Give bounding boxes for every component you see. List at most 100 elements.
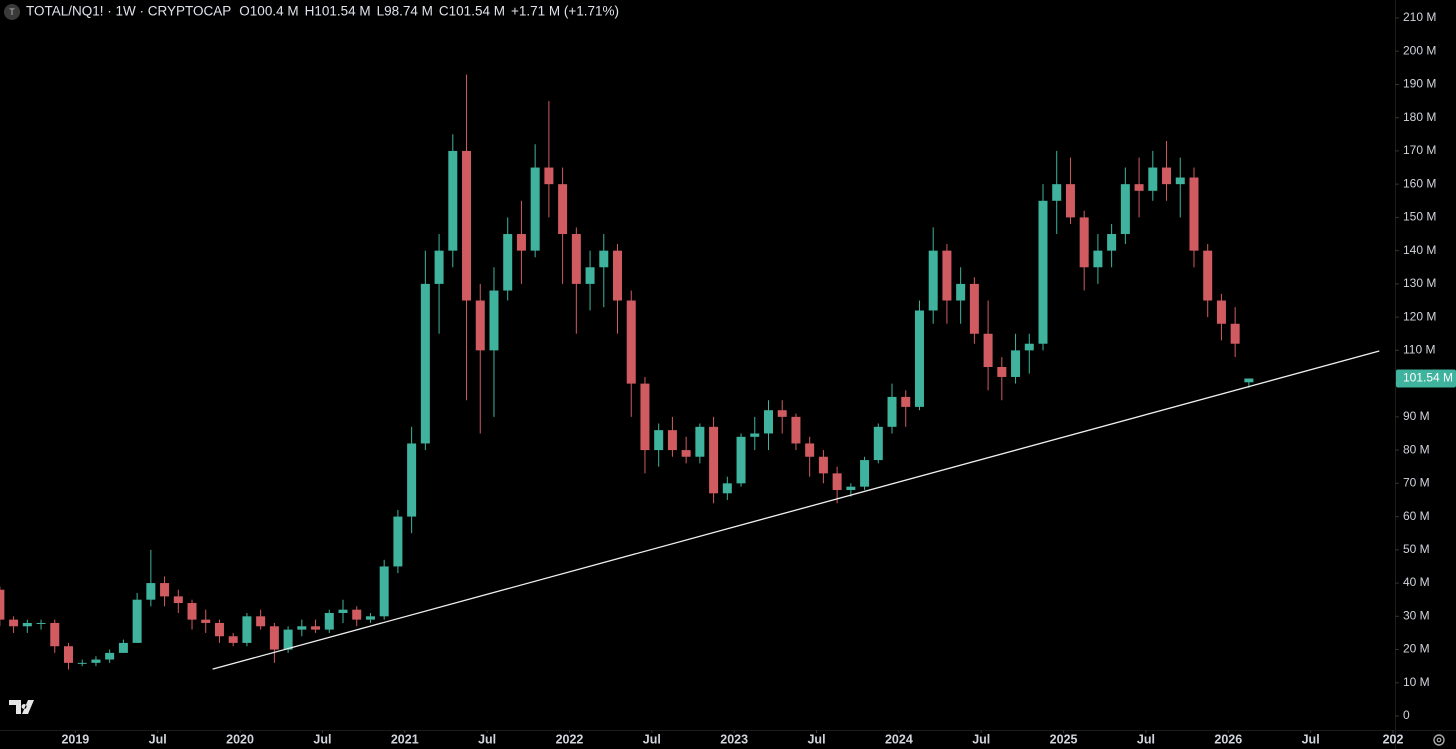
candle-body — [146, 583, 156, 600]
candle-body — [1120, 184, 1130, 235]
candle-body — [160, 583, 170, 597]
ohlc-legend-item: +1.71 M (+1.71%) — [511, 4, 619, 19]
x-tick-label: 2022 — [556, 732, 584, 746]
y-tick-label: 200 M — [1403, 43, 1436, 57]
candle-body — [544, 167, 554, 185]
x-tick-label: Jul — [807, 732, 825, 746]
candle-body — [105, 652, 115, 660]
candle-body — [846, 486, 856, 490]
tradingview-logo — [9, 700, 34, 714]
x-tick-label: Jul — [1302, 732, 1320, 746]
candle-body — [997, 366, 1007, 377]
y-tick-label: 110 M — [1403, 343, 1435, 357]
candle-body — [214, 622, 224, 637]
candle-body — [9, 619, 19, 627]
candle-body — [475, 300, 485, 351]
candle-body — [1011, 350, 1021, 377]
candle-body — [352, 609, 362, 620]
candle-body — [1203, 250, 1213, 301]
candle-body — [585, 267, 595, 284]
candle-body — [654, 430, 664, 451]
x-tick-label: 2024 — [885, 732, 913, 746]
candle-body — [365, 616, 375, 620]
candle-body — [50, 622, 60, 647]
x-tick-label: 2026 — [1214, 732, 1242, 746]
plot-area — [0, 74, 1380, 670]
candle-body — [750, 433, 760, 437]
candle-body — [887, 396, 897, 427]
candle-body — [530, 167, 540, 251]
ohlc-legend-item: O100.4 M — [239, 4, 298, 19]
candle-body — [242, 616, 252, 643]
candle-body — [0, 589, 5, 620]
candle-body — [1024, 343, 1034, 351]
candle-body — [613, 250, 623, 301]
candle-body — [187, 603, 197, 620]
y-tick-label: 120 M — [1403, 309, 1436, 323]
candle-body — [1065, 184, 1075, 218]
x-tick-label: 2021 — [391, 732, 419, 746]
settings-gear-center[interactable] — [1436, 737, 1442, 743]
y-tick-label: 30 M — [1403, 608, 1430, 622]
trendline — [212, 350, 1380, 670]
candle-body — [1216, 300, 1226, 324]
header: T TOTAL/NQ1! · 1W · CRYPTOCAP — [4, 4, 231, 20]
x-tick-label: 2023 — [720, 732, 748, 746]
y-tick-label: 170 M — [1403, 143, 1436, 157]
ohlc-legend-item: L98.74 M — [377, 4, 433, 19]
y-tick-label: 80 M — [1403, 442, 1430, 456]
settings-icon[interactable] — [1433, 734, 1445, 746]
candle-body — [118, 642, 128, 653]
candle-body — [942, 250, 952, 301]
candle-body — [1134, 184, 1144, 191]
candle-body — [736, 436, 746, 484]
ohlc-legend-item: H101.54 M — [305, 4, 371, 19]
candle-body — [297, 626, 307, 630]
candle-body — [503, 234, 513, 291]
candle-body — [132, 599, 142, 643]
logo-shape — [9, 700, 34, 714]
candle-body — [173, 596, 183, 604]
y-tick-label: 160 M — [1403, 176, 1436, 190]
y-tick-label: 190 M — [1403, 77, 1436, 91]
x-tick-label: Jul — [149, 732, 167, 746]
x-tick-label: 2019 — [61, 732, 89, 746]
y-tick-label: 60 M — [1403, 509, 1430, 523]
last-price-label: 101.54 M — [1403, 371, 1453, 385]
symbol-icon — [4, 4, 20, 20]
y-tick-label: 180 M — [1403, 110, 1436, 124]
candle-body — [516, 234, 526, 251]
y-tick-label: 150 M — [1403, 210, 1436, 224]
candle-body — [599, 250, 609, 268]
y-tick-label: 0 — [1403, 708, 1410, 722]
candle-body — [311, 626, 321, 630]
candle-body — [969, 283, 979, 334]
candle-body — [420, 283, 430, 444]
candle-body — [462, 150, 472, 301]
candle-body — [1052, 184, 1062, 201]
x-tick-label: Jul — [478, 732, 496, 746]
x-tick-label: Jul — [643, 732, 661, 746]
candle-body — [228, 636, 238, 643]
candle-body — [709, 426, 719, 494]
y-tick-label: 70 M — [1403, 476, 1430, 490]
candle-body — [832, 473, 842, 490]
ohlc-legend-item: C101.54 M — [439, 4, 505, 19]
candle-body — [22, 622, 32, 627]
candle-body — [283, 629, 293, 650]
x-tick-label: 2020 — [226, 732, 254, 746]
candle-body — [873, 426, 883, 461]
candle-body — [1038, 200, 1048, 344]
candle-body — [1107, 234, 1117, 251]
settings-gear[interactable] — [1433, 734, 1445, 746]
y-tick-label: 90 M — [1403, 409, 1430, 423]
candle-body — [818, 456, 828, 474]
candle-body — [626, 300, 636, 384]
candle-body — [448, 150, 458, 251]
candle-body — [256, 616, 266, 627]
candle-body — [983, 333, 993, 367]
candle-body — [860, 460, 870, 487]
